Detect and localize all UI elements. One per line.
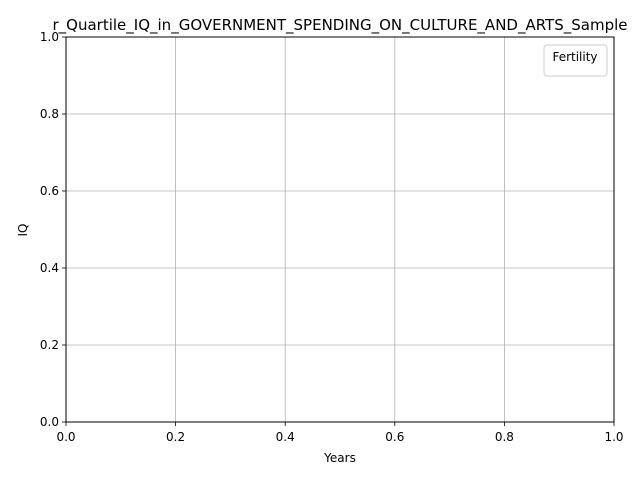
x-axis-label: Years <box>323 451 356 465</box>
x-tick-label: 0.8 <box>495 430 514 444</box>
chart-title: r_Quartile_IQ_in_GOVERNMENT_SPENDING_ON_… <box>53 16 628 35</box>
ticks: 0.0 0.2 0.4 0.6 0.8 1.0 0.0 0.2 0.4 0.6 0.8 1.0 <box>40 30 624 444</box>
y-tick-label: 0.0 <box>40 415 59 429</box>
legend-title: Fertility <box>552 50 597 64</box>
x-tick-label: 0.6 <box>385 430 404 444</box>
plot-area <box>65 36 615 423</box>
y-tick-label: 0.4 <box>40 261 59 275</box>
legend-box <box>543 44 608 77</box>
y-tick-label: 0.6 <box>40 184 59 198</box>
grid <box>65 36 615 423</box>
x-tick-label: 1.0 <box>604 430 623 444</box>
y-tick-label: 1.0 <box>40 30 59 44</box>
y-axis-label: IQ <box>16 224 30 237</box>
x-tick-label: 0.0 <box>56 430 75 444</box>
y-tick-label: 0.2 <box>40 338 59 352</box>
legend: Fertility <box>543 44 608 77</box>
x-tick-label: 0.4 <box>276 430 295 444</box>
x-tick-label: 0.2 <box>166 430 185 444</box>
y-tick-label: 0.8 <box>40 107 59 121</box>
